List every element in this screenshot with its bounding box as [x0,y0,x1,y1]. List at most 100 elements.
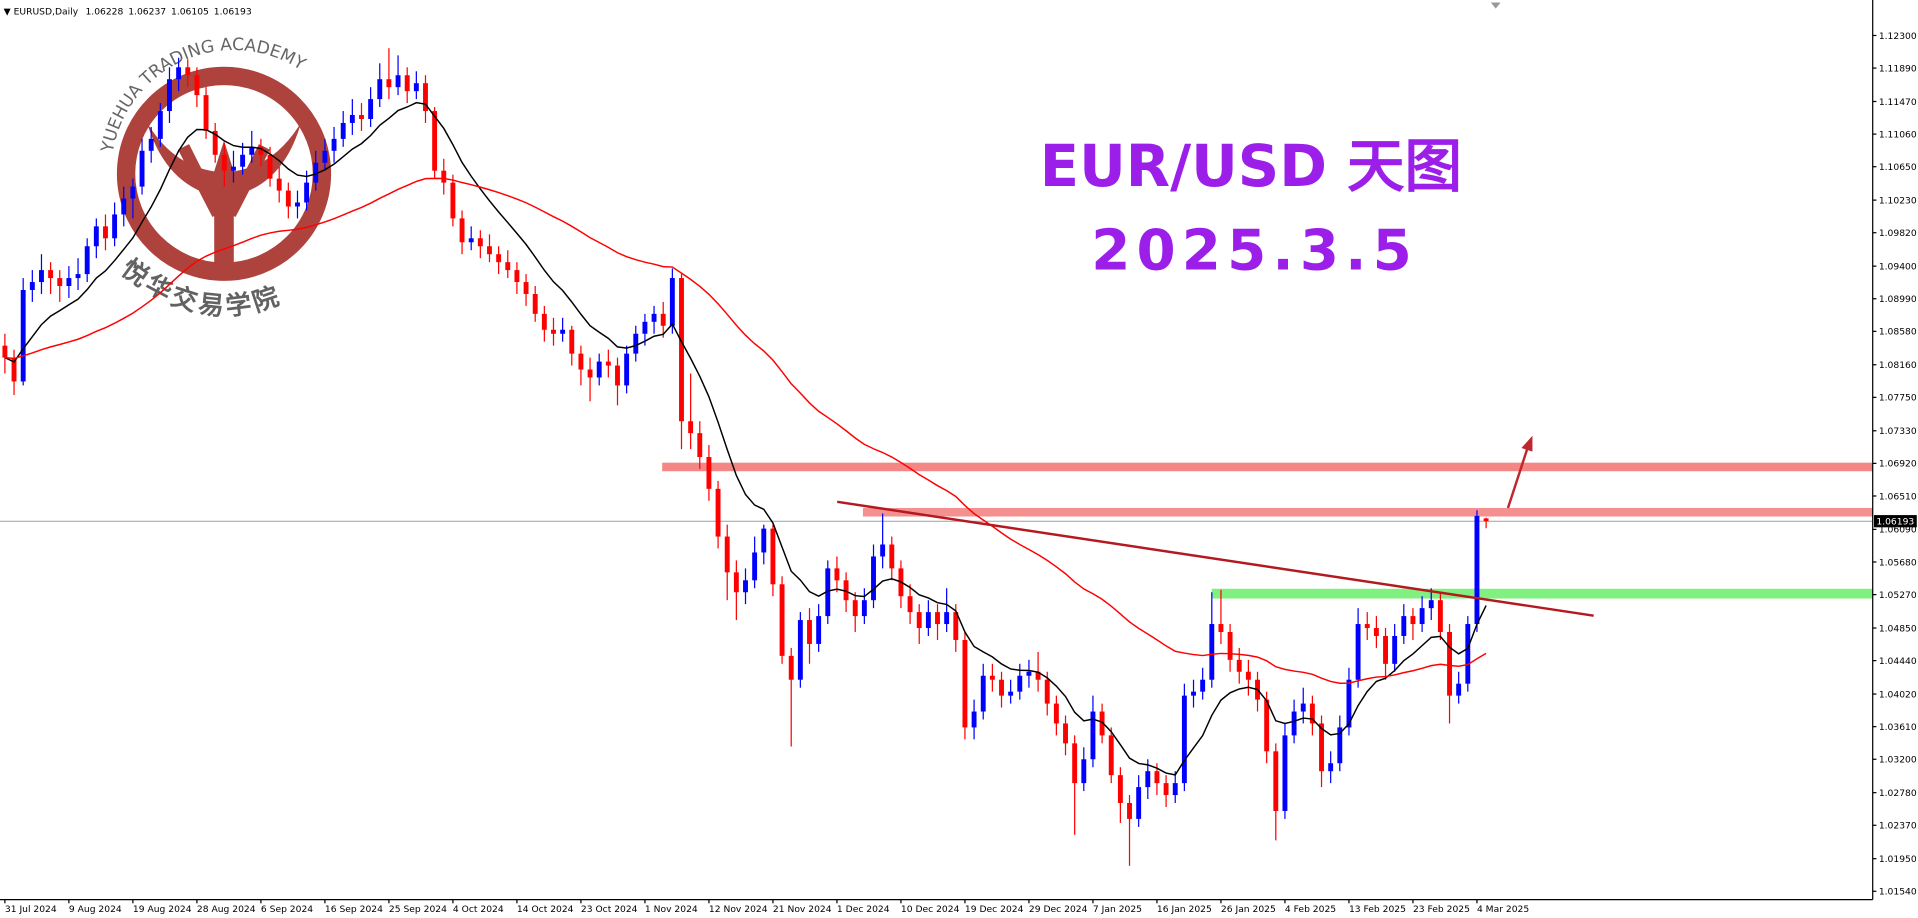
candle-body [1392,635,1398,664]
candle-body [816,616,822,644]
candle-body [231,166,236,171]
symbol: EURUSD,Daily [14,7,79,18]
x-tick-label: 26 Jan 2025 [1221,904,1276,915]
x-tick-label: 28 Aug 2024 [197,904,256,915]
candle-body [48,270,54,279]
y-tick-label: 1.06090 [1879,525,1917,536]
y-tick-label: 1.08990 [1879,294,1917,305]
candle-body [167,79,172,112]
y-tick-label: 1.09820 [1879,228,1917,239]
plot [0,48,1873,866]
x-tick-label: 10 Dec 2024 [901,904,960,915]
y-tick-label: 1.01540 [1879,887,1917,898]
y-tick-label: 1.05680 [1879,557,1917,568]
candle-body [935,612,940,625]
candle-body [93,226,99,247]
chart-title: EUR/USD 天图 [1040,133,1462,200]
candle-body [1108,735,1114,776]
x-tick-label: 6 Sep 2024 [261,904,313,915]
candle-body [1456,683,1462,696]
trend-line [837,500,1594,617]
candle-body [1008,691,1014,696]
header-open: 1.06228 [85,7,123,18]
candle-body [514,270,520,283]
x-tick-label: 31 Jul 2024 [5,904,57,915]
candle-body [560,329,566,334]
header-high: 1.06237 [128,7,166,18]
candle-body [962,639,968,728]
x-tick-label: 23 Oct 2024 [581,904,638,915]
candle-body [532,293,538,314]
y-tick-label: 1.05270 [1879,590,1917,601]
candle-body [194,75,200,96]
current-price-label: 1.06193 [1876,517,1914,528]
y-tick-label: 1.09400 [1879,261,1917,272]
support-zone [1211,588,1873,599]
arrow [1506,447,1529,509]
candle-body [386,79,392,88]
candle-body [368,99,374,119]
annotations-back [662,462,1873,599]
logo-emblem [146,122,302,264]
candle-body [880,544,886,557]
candle-body [1373,628,1379,636]
candle-body [1209,624,1215,680]
candle-body [1035,671,1041,680]
candle-body [1172,783,1178,796]
candle-body [1081,759,1087,784]
candle-body [541,313,547,330]
candle-body [715,488,721,537]
candle-body [212,130,218,155]
x-tick-label: 16 Sep 2024 [325,904,383,915]
candle-body [1136,787,1142,819]
candle-body [523,282,529,294]
candle-body [752,552,758,581]
candle-body [322,150,328,163]
candle-body [669,278,675,326]
candle-body [1017,675,1023,692]
candle-body [130,186,136,199]
candle-body [605,361,611,366]
y-tick-label: 1.04020 [1879,689,1917,700]
candle-body [1181,695,1187,784]
x-tick-label: 4 Mar 2025 [1477,904,1529,915]
candle-body [66,278,72,287]
candle-body [496,254,502,263]
header-low: 1.06105 [171,7,209,18]
candle-body [57,278,63,287]
candle-body [1099,711,1105,736]
candle-body [1291,711,1297,736]
x-tick-label: 4 Oct 2024 [453,904,504,915]
candle-body [441,170,447,183]
candle-body [423,83,428,112]
candle-body [761,528,767,553]
candle-body [285,190,291,207]
candle-body [733,572,739,593]
candle-body [861,600,867,617]
x-tick-label: 16 Jan 2025 [1157,904,1212,915]
candle-body [615,365,620,386]
logo-ring [116,66,332,281]
x-tick-label: 7 Jan 2025 [1093,904,1142,915]
candle-body [20,289,26,382]
x-tick-label: 29 Dec 2024 [1029,904,1088,915]
candle-body [953,612,959,640]
y-tick-label: 1.06510 [1879,491,1917,502]
candle-body [743,580,748,593]
candle-body [1090,711,1096,760]
x-tick-label: 23 Feb 2025 [1413,904,1470,915]
candle-body [505,262,511,271]
x-tick-label: 21 Nov 2024 [773,904,832,915]
candle-body [112,214,118,239]
candle-body [295,202,300,207]
candle-body [1282,735,1288,811]
resistance-zone [862,507,1873,517]
candle-body [148,138,154,151]
y-tick-label: 1.04440 [1879,656,1917,667]
candle-body [203,95,209,131]
arrow-head [1521,435,1533,452]
candle-body [569,329,575,354]
candle-body [477,238,483,247]
candle-body [1483,518,1489,522]
